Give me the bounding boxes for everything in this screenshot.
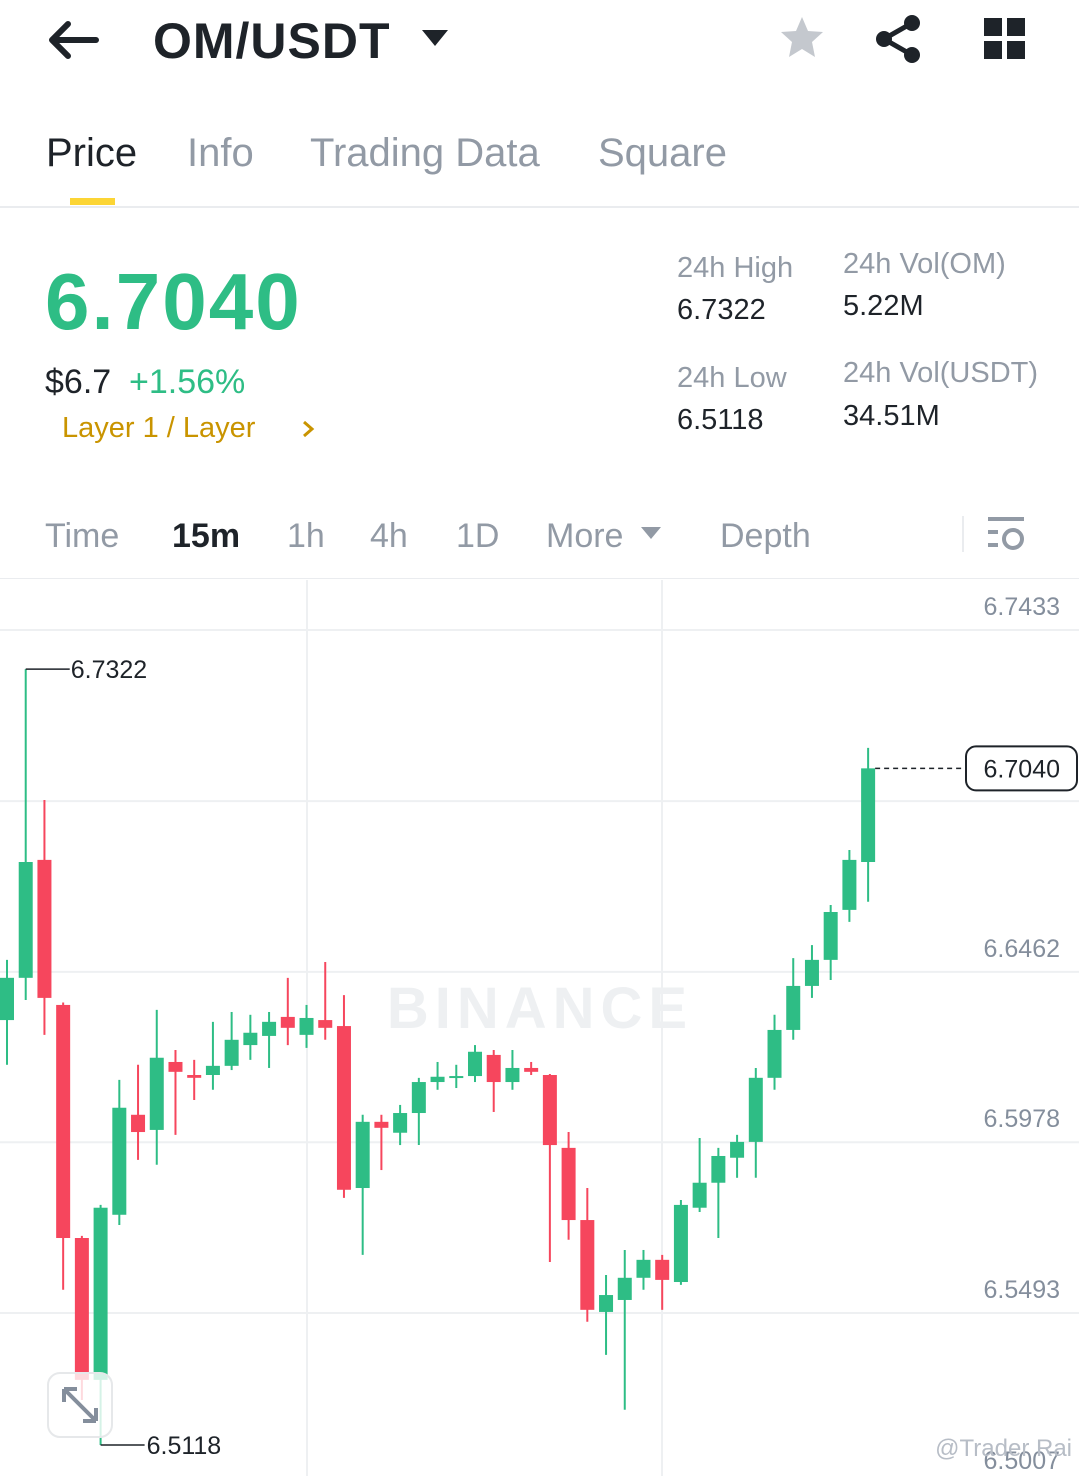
tab-indicator <box>70 198 115 205</box>
candle-body <box>93 1207 108 1380</box>
candle-body <box>411 1082 426 1114</box>
high-marker-label: 6.7322 <box>71 656 147 684</box>
menu-button[interactable] <box>984 18 1026 60</box>
candle-body <box>842 859 857 910</box>
stat-value: 6.5118 <box>677 404 764 436</box>
candle-body <box>767 1029 782 1078</box>
tab[interactable]: Trading Data <box>310 131 540 175</box>
candle-body <box>542 1075 557 1146</box>
y-tick-label: 6.6462 <box>984 935 1060 963</box>
interval[interactable]: Time <box>45 517 120 555</box>
candle-body <box>74 1238 89 1380</box>
candle-body <box>56 1004 71 1239</box>
interval[interactable]: 15m <box>172 517 241 555</box>
stat-label: 24h Low <box>677 362 787 394</box>
y-tick-label: 6.7433 <box>984 593 1060 621</box>
y-tick-label: 6.5978 <box>984 1105 1060 1133</box>
interval[interactable]: More <box>546 517 624 555</box>
sector-link[interactable]: Layer 1 / Layer <box>62 412 256 444</box>
candlestick-chart: BINANCE 6.74336.69476.64626.59786.54936.… <box>0 580 1079 1476</box>
candle-body <box>823 911 838 960</box>
pair-dropdown[interactable] <box>420 28 450 48</box>
candle-body <box>299 1017 314 1035</box>
candle-body <box>692 1182 707 1208</box>
tab[interactable]: Price <box>46 131 138 175</box>
candle-body <box>280 1016 295 1028</box>
candle-body <box>636 1259 651 1278</box>
y-tick-label: 6.5007 <box>984 1447 1060 1475</box>
chevron <box>303 420 315 438</box>
interval[interactable]: 1D <box>456 517 500 555</box>
stat-value: 34.51M <box>843 400 940 432</box>
candle-body <box>861 768 876 863</box>
candle-body <box>205 1065 220 1076</box>
candle-body <box>561 1147 576 1221</box>
divider <box>962 516 964 552</box>
candle-body <box>711 1155 726 1183</box>
interval[interactable]: Depth <box>720 517 811 555</box>
divider <box>0 206 1079 208</box>
last-price-box <box>965 745 1078 792</box>
candle-body <box>617 1277 632 1300</box>
stat-label: 24h Vol(USDT) <box>843 357 1039 389</box>
candle-body <box>449 1076 464 1079</box>
candle-body <box>336 1026 351 1190</box>
candle-body <box>168 1061 183 1072</box>
chart-settings[interactable] <box>988 515 1028 553</box>
tab[interactable]: Square <box>598 131 727 175</box>
candle-body <box>355 1121 370 1189</box>
candle-body <box>131 1114 146 1133</box>
candle-body <box>187 1075 202 1078</box>
stat-label: 24h Vol(OM) <box>843 248 1006 280</box>
interval[interactable]: 4h <box>370 517 408 555</box>
share-button[interactable] <box>874 14 922 64</box>
y-tick-label: 6.5493 <box>984 1276 1060 1304</box>
interval[interactable]: 1h <box>287 517 325 555</box>
chart-watermark: BINANCE <box>387 976 693 1041</box>
candle-body <box>730 1141 745 1158</box>
candle-body <box>524 1067 539 1072</box>
candle-body <box>318 1020 333 1028</box>
candle-body <box>393 1113 408 1133</box>
candle-body <box>149 1057 164 1130</box>
candle-body <box>243 1032 258 1046</box>
candle-body <box>748 1077 763 1142</box>
candle-body <box>430 1076 445 1083</box>
image-watermark: @Trader Rai <box>935 1435 1072 1462</box>
candle-body <box>486 1054 501 1083</box>
low-marker-label: 6.5118 <box>147 1432 222 1460</box>
fullscreen-icon <box>62 1387 98 1423</box>
usd-price: $6.7 <box>45 363 112 401</box>
price-change: +1.56% <box>129 363 246 401</box>
more-dropdown[interactable] <box>640 526 662 540</box>
stat-value: 5.22M <box>843 290 924 322</box>
divider <box>0 578 1079 579</box>
last-price: 6.7040 <box>45 257 302 346</box>
favorite-button[interactable] <box>778 14 826 62</box>
tab[interactable]: Info <box>187 131 254 175</box>
candle-body <box>786 985 801 1030</box>
pair-title[interactable]: OM/USDT <box>153 13 391 69</box>
candle-body <box>0 977 14 1021</box>
candle-body <box>505 1067 520 1083</box>
candle-body <box>804 959 819 986</box>
candle-body <box>18 862 33 978</box>
candle-body <box>673 1204 688 1283</box>
candle-body <box>37 859 52 998</box>
last-price-label: 6.7040 <box>984 755 1060 783</box>
candle-body <box>374 1121 389 1128</box>
candle-body <box>224 1039 239 1066</box>
candle-body <box>655 1259 670 1280</box>
candle-body <box>262 1021 277 1036</box>
candle-body <box>599 1295 614 1312</box>
candle-body <box>580 1220 595 1310</box>
candle-body <box>468 1051 482 1077</box>
candle-body <box>112 1107 127 1215</box>
stat-label: 24h High <box>677 252 794 284</box>
stat-value: 6.7322 <box>677 294 766 326</box>
back-button[interactable] <box>48 18 100 62</box>
